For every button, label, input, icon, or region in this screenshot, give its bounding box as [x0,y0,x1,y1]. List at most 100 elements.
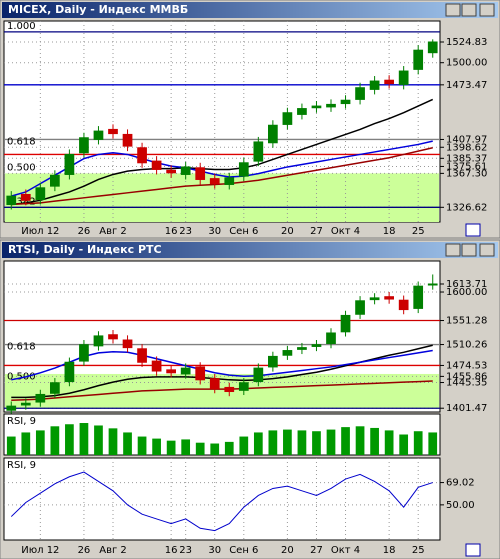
candle-body [20,193,31,201]
bar [21,432,31,455]
line [10,471,433,532]
plot-area [3,457,441,541]
y-tick-label: 1385.37 [446,153,487,164]
bar [253,432,263,455]
x-tick-label: 26 [78,545,91,556]
x-tick-label: Сен 6 [229,226,258,237]
candle-body [268,124,278,144]
y-tick-label: 1375.61 [446,161,487,172]
shaded-zone [5,173,439,222]
candle-body [151,360,162,372]
bar [35,430,45,455]
bar [94,425,103,455]
bar [195,442,205,455]
x-tick-label: 23 [179,545,192,556]
y-tick-label: 1367.30 [446,168,487,179]
candle-body [35,393,46,403]
x-tick-label: Авг 2 [99,545,127,556]
bar [312,431,321,455]
candle-body [384,79,394,85]
x-tick-label: Сен 6 [229,545,258,556]
x-tick-label: Июл 12 [21,226,59,237]
bar [399,434,409,455]
toolbar-icon[interactable] [465,543,481,557]
bar [428,432,438,455]
x-tick-label: 16 [165,226,178,237]
candle-body [238,162,249,177]
candle-body [122,133,133,147]
candle-body [282,350,293,356]
bar [341,427,350,455]
candle-body [297,108,307,115]
x-tick-label: 30 [208,545,221,556]
candle-body [137,147,147,164]
bar [370,427,379,455]
y-tick-label: 50.00 [446,500,475,511]
minimize[interactable] [445,243,461,257]
candle-body [282,112,293,125]
candle-body [398,70,409,85]
bar [210,443,220,455]
candle-body [355,300,365,315]
x-tick-label: 25 [412,545,425,556]
x-tick-label: Авг 2 [99,226,127,237]
candle-body [166,369,176,374]
candle-body [122,339,133,349]
candle-body [6,195,17,205]
moving-average [11,98,434,206]
candle-body [369,80,380,90]
x-tick-label: 26 [78,226,91,237]
candle-body [427,283,438,286]
bar [50,426,60,455]
fib-label: 0.618 [7,341,36,352]
bar [413,431,423,455]
candle-body [224,386,235,393]
candle-body [50,174,60,187]
y-tick-label: 1401.47 [446,403,487,414]
candle-body [311,344,322,347]
bar [239,436,249,455]
x-tick-label: 18 [383,545,396,556]
x-tick-label: 20 [281,545,294,556]
candle-body [79,344,89,362]
candle-body [297,347,307,350]
x-tick-label: 27 [310,545,323,556]
panel-title-bg [5,415,45,427]
candle-body [93,130,104,140]
minimize[interactable] [445,3,461,17]
x-tick-label: Окт 4 [331,545,360,556]
panel-title: RSI, 9 [7,416,36,427]
moving-average [11,380,433,402]
candle-body [238,382,249,391]
y-tick-label: 1474.53 [446,360,487,371]
candle-body [413,285,424,309]
toolbar-icon[interactable] [465,223,481,237]
maximize[interactable] [461,3,477,17]
bar [166,440,176,455]
candle-body [427,41,438,54]
candle-body [340,314,351,333]
candle-body [326,103,336,108]
bar [268,430,278,455]
x-tick-label: 23 [179,226,192,237]
bar [123,432,132,455]
bar [326,429,336,455]
bar [6,436,16,455]
candle-body [64,361,75,383]
moving-average [11,140,433,197]
close[interactable] [479,243,495,257]
x-tick-label: 20 [281,226,294,237]
bar [181,439,191,455]
candle-body [79,137,89,154]
maximize[interactable] [461,243,477,257]
window-buttons[interactable] [445,3,495,17]
close[interactable] [479,3,495,17]
candle-body [268,355,278,368]
window-buttons[interactable] [445,243,495,257]
candle-body [35,187,46,200]
moving-average [11,147,433,206]
bar [65,424,74,455]
x-tick-label: Июл 12 [21,545,59,556]
candle-body [64,153,75,175]
